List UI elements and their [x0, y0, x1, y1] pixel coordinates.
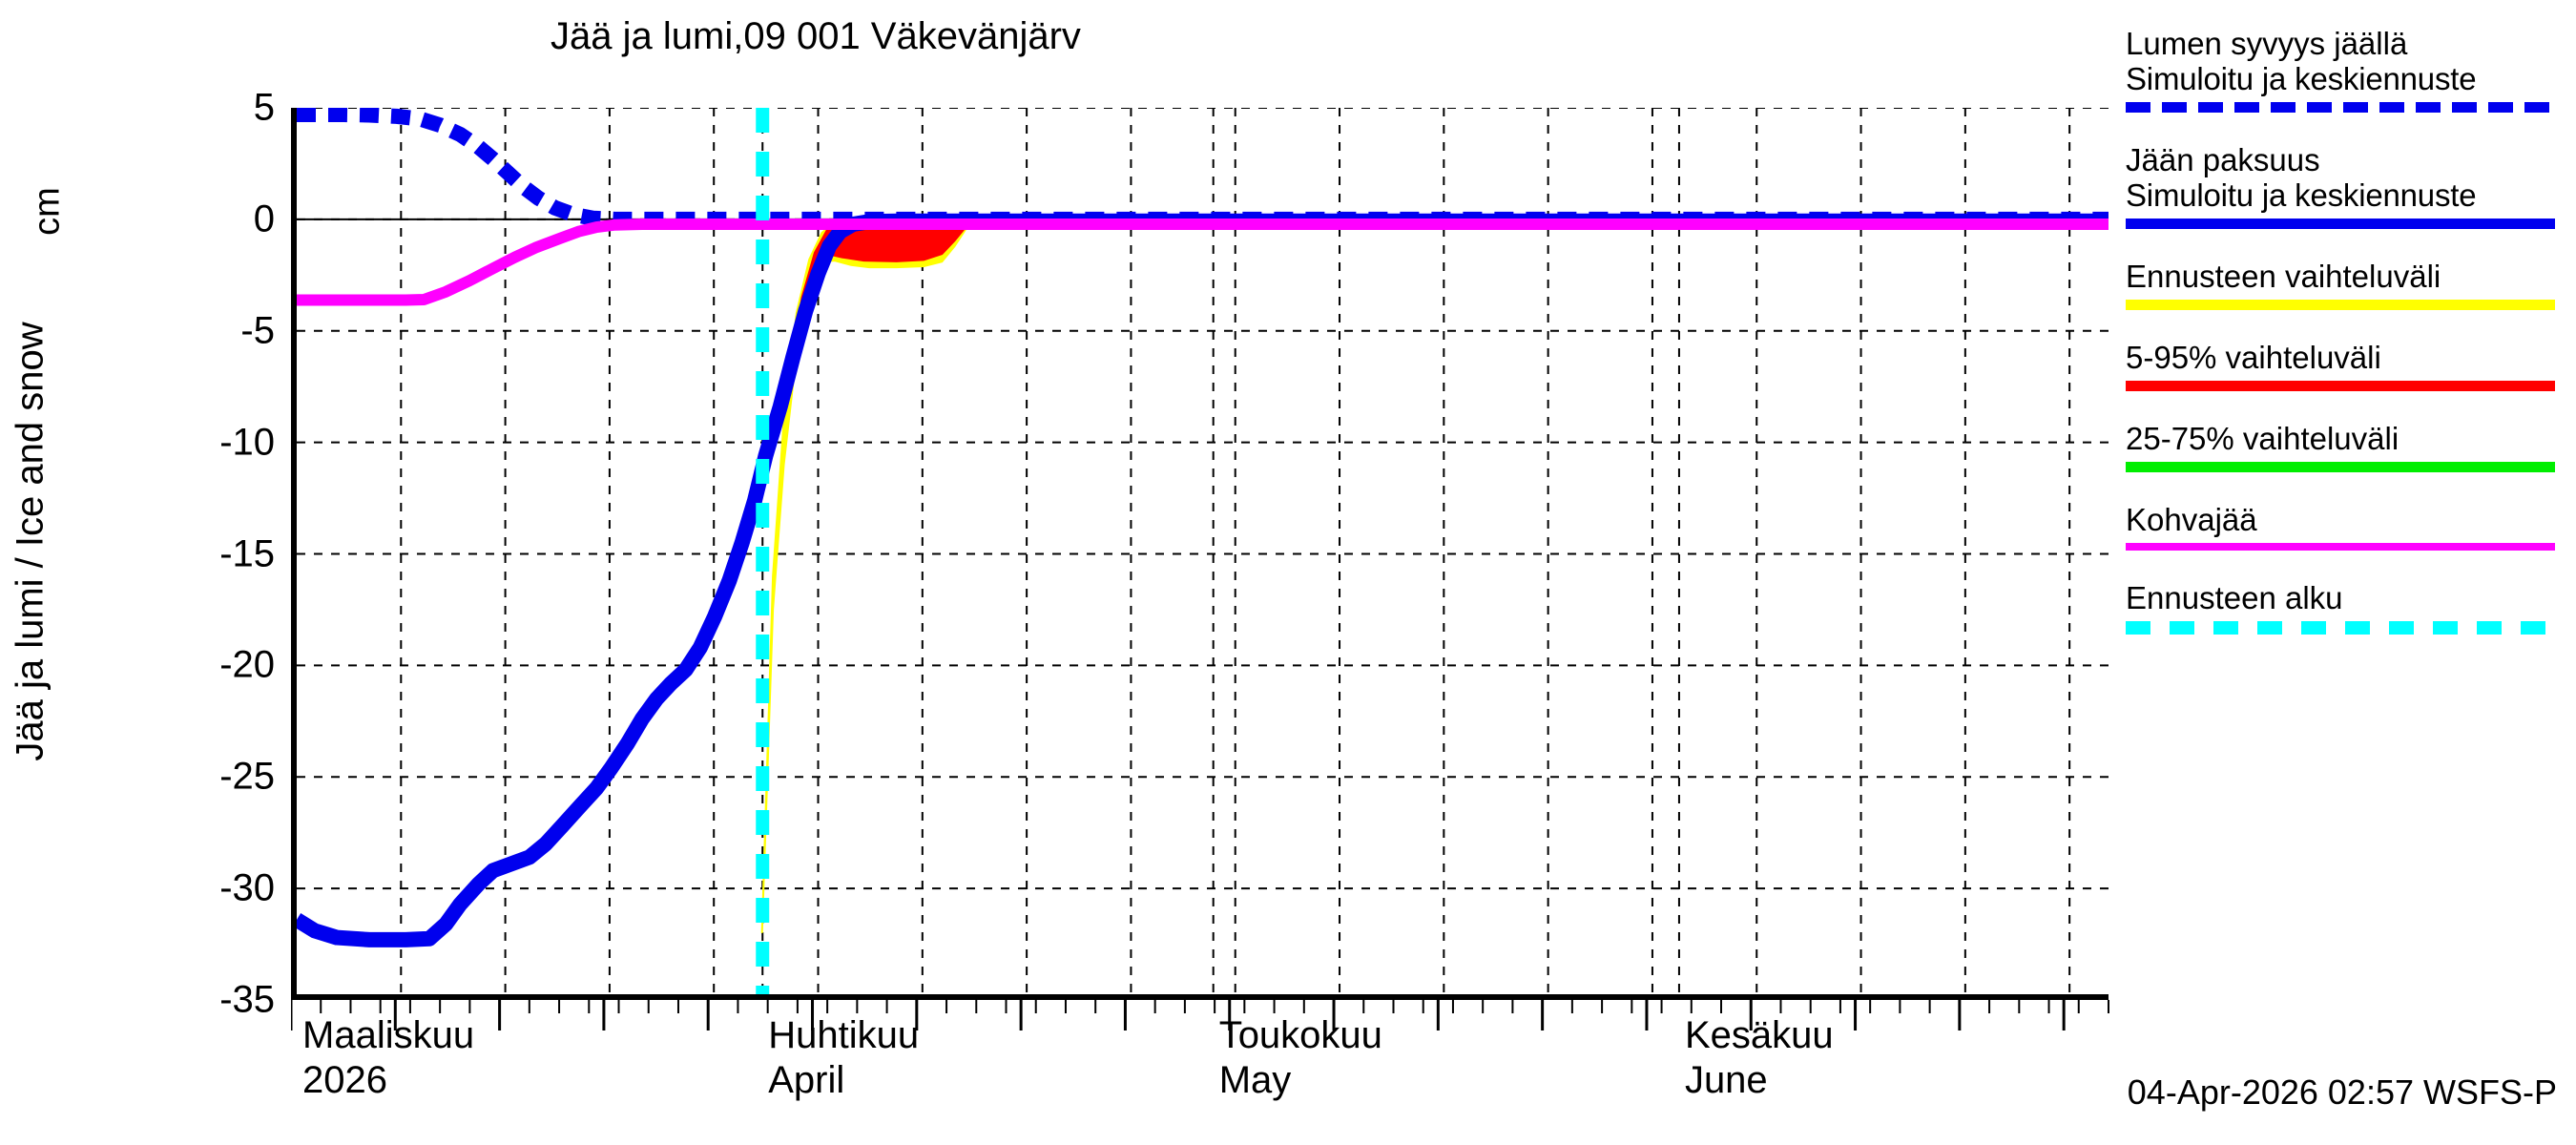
- series-line-j-n-paksuus: [297, 213, 2109, 947]
- chart-canvas: [297, 108, 2109, 994]
- plot-area: [291, 108, 2109, 1000]
- legend-item[interactable]: Ennusteen alku: [2126, 579, 2565, 635]
- legend-item[interactable]: Jään paksuus Simuloitu ja keskiennuste: [2126, 141, 2565, 229]
- chart-title: Jää ja lumi,09 001 Väkevänjärv: [551, 15, 1081, 57]
- legend-swatch-dashed-blue-line: [2126, 101, 2555, 113]
- y-tick-label: -10: [219, 421, 275, 464]
- y-axis-label-area: Jää ja lumi / Ice and snow cm: [0, 0, 124, 1145]
- x-tick-label-group: Toukokuu May: [1219, 1013, 1382, 1103]
- legend-spacer: [2126, 320, 2565, 341]
- legend-swatch-solid-magenta-line: [2126, 542, 2555, 551]
- legend-spacer: [2126, 239, 2565, 260]
- y-tick-label: -35: [219, 978, 275, 1021]
- series-line-kohvaj-: [297, 219, 2109, 306]
- legend-item-title: Ennusteen vaihteluväli: [2126, 258, 2441, 294]
- x-axis-tick-marks: [291, 1000, 2109, 1030]
- legend-spacer: [2126, 482, 2565, 503]
- y-axis-unit: cm: [27, 187, 68, 236]
- legend-item-subtitle: Simuloitu ja keskiennuste: [2126, 177, 2477, 213]
- legend-item[interactable]: 25-75% vaihteluväli: [2126, 420, 2565, 472]
- legend-item-title: Kohvajää: [2126, 501, 2257, 537]
- timestamp-footer: 04-Apr-2026 02:57 WSFS-P: [2127, 1072, 2557, 1112]
- legend-spacer: [2126, 644, 2565, 665]
- x-tick-label-en: 2026: [302, 1059, 387, 1102]
- x-tick-label-group: Maaliskuu 2026: [302, 1013, 474, 1103]
- legend-swatch-solid-green-line: [2126, 461, 2555, 472]
- legend-spacer: [2126, 122, 2565, 143]
- legend-spacer: [2126, 560, 2565, 581]
- legend-item-subtitle: Simuloitu ja keskiennuste: [2126, 60, 2477, 96]
- y-tick-label: -25: [219, 755, 275, 798]
- legend-item-title: Ennusteen alku: [2126, 579, 2343, 615]
- legend-item[interactable]: Kohvajää: [2126, 501, 2565, 551]
- y-tick-label: 0: [253, 198, 275, 240]
- y-axis-ticks: 5 0 -5 -10 -15 -20 -25 -30 -35: [124, 87, 277, 1021]
- y-tick-label: -15: [219, 532, 275, 574]
- legend-item-title: Lumen syvyys jäällä: [2126, 26, 2408, 61]
- x-tick-label-en: April: [768, 1059, 845, 1102]
- legend-item-title: 25-75% vaihteluväli: [2126, 420, 2399, 456]
- y-tick-label: -30: [219, 866, 275, 909]
- legend-item[interactable]: Lumen syvyys jäällä Simuloitu ja keskienn…: [2126, 26, 2565, 113]
- series-line-lumen-syvyys-j-ll-: [297, 108, 2109, 227]
- legend-swatch-solid-yellow-line: [2126, 299, 2555, 310]
- x-tick-label-group: Kesäkuu June: [1685, 1013, 1834, 1103]
- y-tick-label: -20: [219, 643, 275, 686]
- legend-item-title: 5-95% vaihteluväli: [2126, 339, 2381, 375]
- y-tick-label: 5: [253, 86, 275, 129]
- legend-item-title: Jään paksuus: [2126, 141, 2320, 177]
- x-tick-label-fi: Maaliskuu: [302, 1014, 475, 1056]
- x-tick-label-fi: Toukokuu: [1218, 1014, 1382, 1056]
- x-tick-label-en: May: [1218, 1059, 1292, 1102]
- legend-item[interactable]: Ennusteen vaihteluväli: [2126, 258, 2565, 310]
- legend-swatch-solid-blue-line: [2126, 218, 2555, 229]
- legend-item[interactable]: 5-95% vaihteluväli: [2126, 339, 2565, 391]
- legend-swatch-dashed-cyan-line: [2126, 620, 2555, 635]
- x-tick-label-en: June: [1684, 1059, 1768, 1102]
- x-tick-label-group: Huhtikuu April: [768, 1013, 919, 1103]
- y-axis-label: Jää ja lumi / Ice and snow: [9, 322, 52, 761]
- y-tick-label: -5: [240, 309, 275, 352]
- x-tick-label-fi: Kesäkuu: [1684, 1014, 1834, 1056]
- chart-legend: Lumen syvyys jäällä Simuloitu ja keskienn…: [2126, 26, 2565, 665]
- legend-spacer: [2126, 401, 2565, 422]
- x-tick-label-fi: Huhtikuu: [768, 1014, 920, 1056]
- legend-swatch-solid-red-line: [2126, 380, 2555, 391]
